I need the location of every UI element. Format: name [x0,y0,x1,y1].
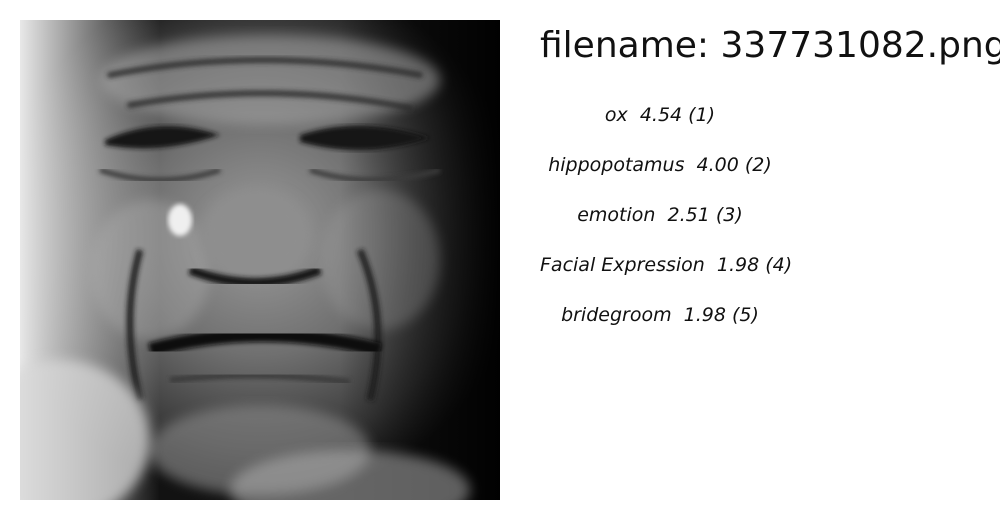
prediction-score: 2.51 [667,204,710,226]
prediction-score: 4.00 [696,154,739,176]
filename-label: filename: [540,25,710,66]
prediction-label: Facial Expression [540,254,705,276]
prediction-label: hippopotamus [548,154,685,176]
prediction-item: emotion 2.51 (3) [540,200,780,250]
filename-heading: filename: 337731082.png [540,24,1000,68]
prediction-item: bridegroom 1.98 (5) [540,300,780,350]
prediction-rank: (2) [744,154,772,176]
face-photo [20,20,500,500]
prediction-item: hippopotamus 4.00 (2) [540,150,780,200]
filename-value: 337731082.png [720,25,1000,66]
prediction-rank: (5) [732,304,759,326]
prediction-rank: (3) [715,204,743,226]
prediction-score: 1.98 [716,254,760,276]
prediction-score: 4.54 [639,104,683,126]
prediction-rank: (1) [688,104,716,126]
prediction-label: ox [604,104,628,126]
prediction-label: bridegroom [561,304,672,326]
prediction-label: emotion [577,204,656,226]
prediction-rank: (4) [765,254,793,276]
prediction-item: Facial Expression 1.98 (4) [540,250,792,300]
prediction-item: ox 4.54 (1) [540,100,780,150]
prediction-list: ox 4.54 (1) hippopotamus 4.00 (2) emotio… [540,100,792,350]
prediction-score: 1.98 [683,304,726,326]
